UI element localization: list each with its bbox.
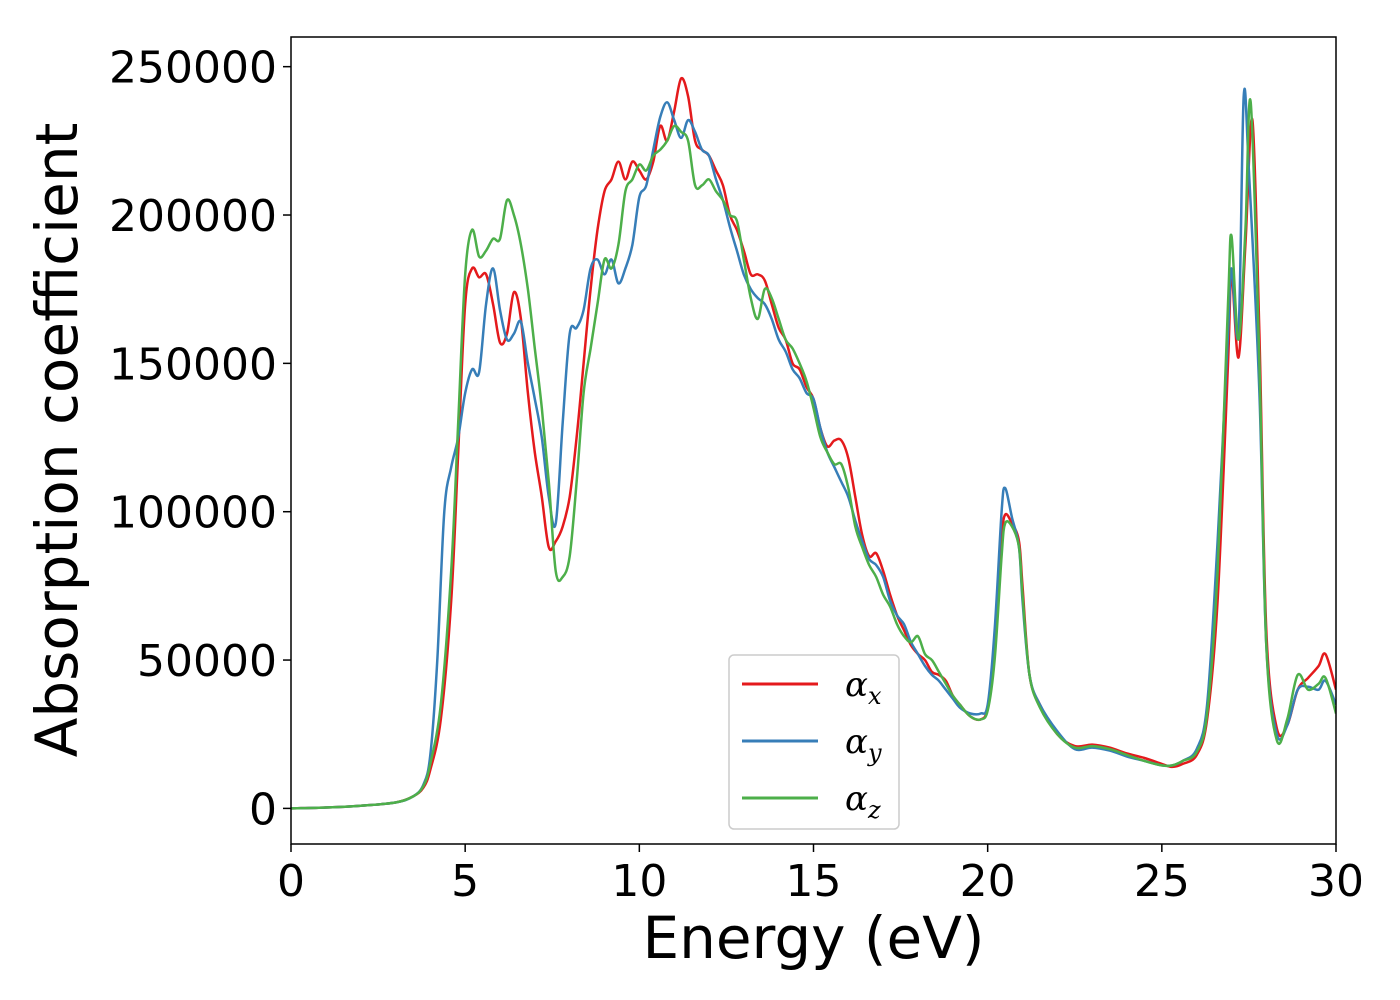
y-tick-label: 200000 xyxy=(109,191,277,242)
x-tick-label: 30 xyxy=(1308,856,1364,907)
y-tick-label: 50000 xyxy=(137,636,277,687)
y-axis-title: Absorption coefficient xyxy=(23,123,91,758)
legend-label-x: αx xyxy=(845,665,882,710)
x-tick-label: 15 xyxy=(786,856,842,907)
x-axis: 0 5 10 15 20 25 30 xyxy=(277,844,1364,907)
x-tick-label: 5 xyxy=(451,856,479,907)
y-tick-label: 100000 xyxy=(109,488,277,539)
x-tick-label: 10 xyxy=(611,856,667,907)
legend-label-z: αz xyxy=(845,779,881,824)
y-tick-label: 0 xyxy=(249,784,277,835)
y-tick-label: 250000 xyxy=(109,43,277,94)
y-tick-label: 150000 xyxy=(109,339,277,390)
series-line-z xyxy=(291,98,1336,810)
x-tick-label: 25 xyxy=(1134,856,1190,907)
legend-label-y: αy xyxy=(845,722,882,767)
x-axis-title: Energy (eV) xyxy=(642,904,984,972)
legend: αx αy αz xyxy=(728,654,900,830)
x-tick-label: 0 xyxy=(277,856,305,907)
y-axis: 0 50000 100000 150000 200000 250000 xyxy=(109,43,291,835)
x-tick-label: 20 xyxy=(960,856,1016,907)
series-layer xyxy=(291,76,1336,810)
